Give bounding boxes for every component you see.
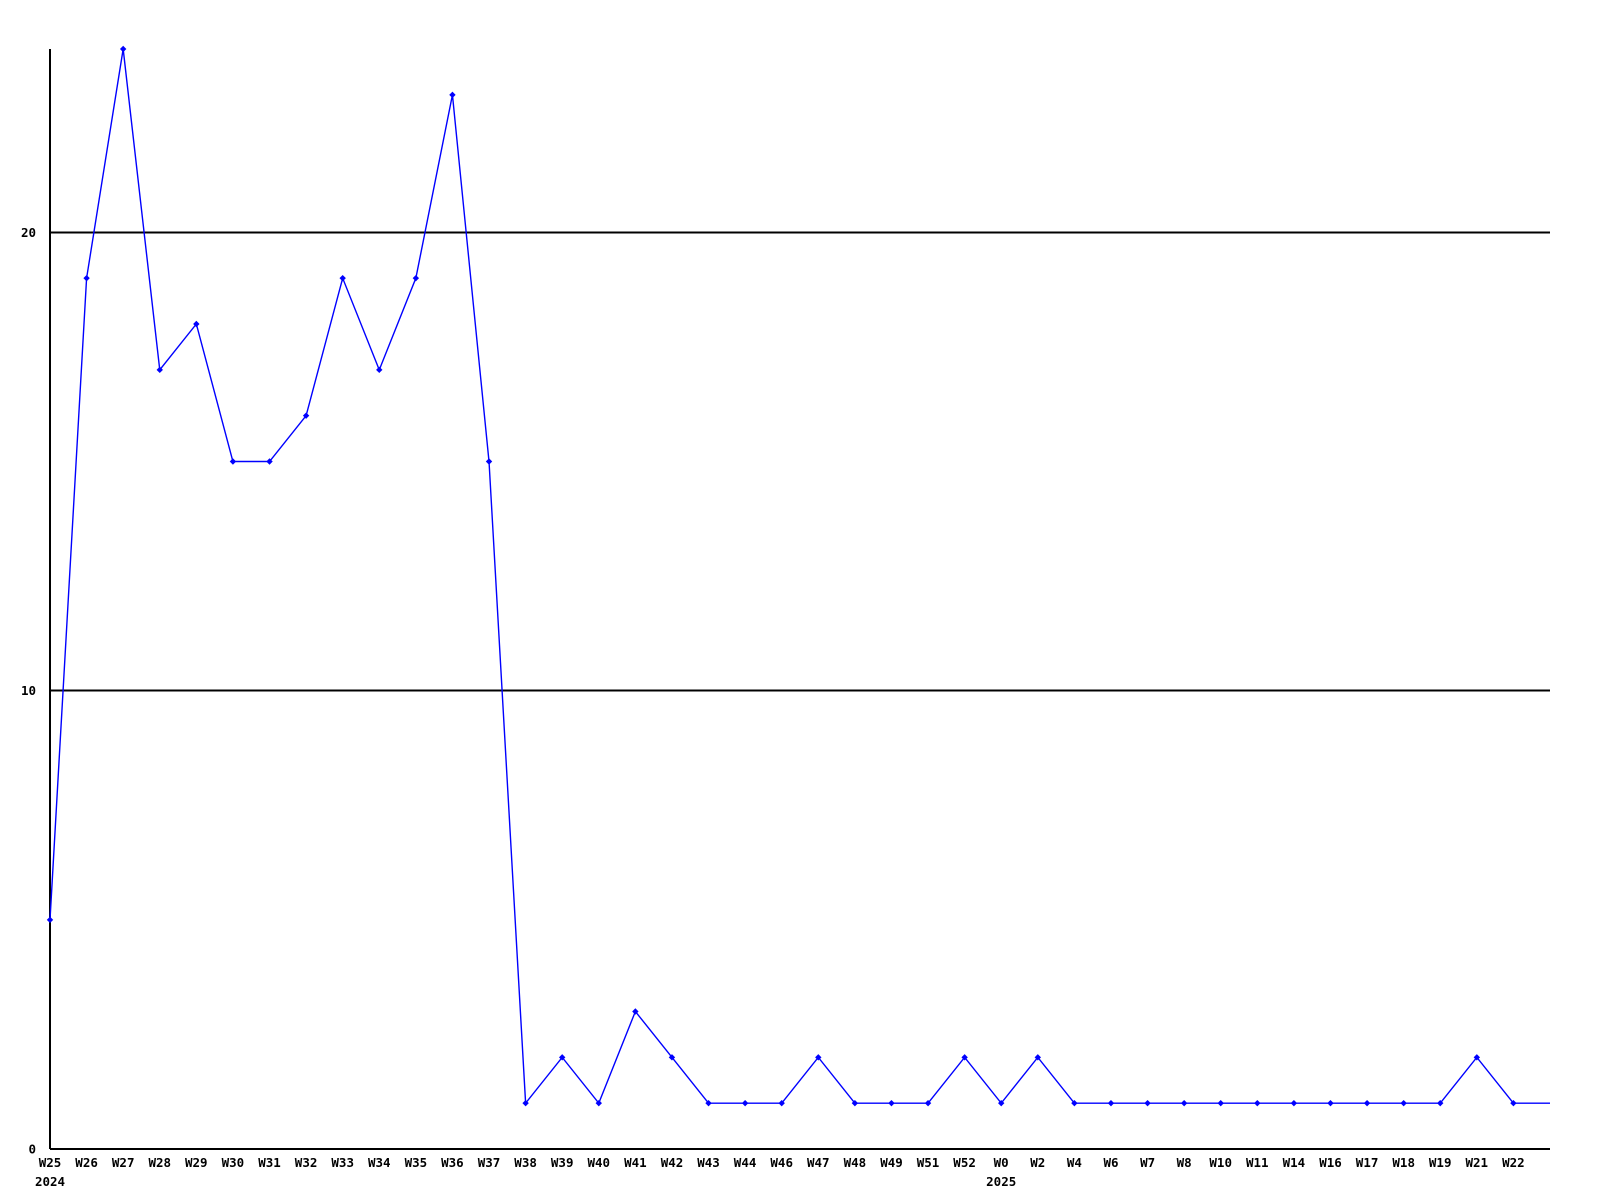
x-axis-tick-label: W34 [368, 1155, 391, 1170]
data-point [632, 1008, 639, 1015]
x-axis-tick-label: W40 [588, 1155, 611, 1170]
data-point [961, 1054, 968, 1061]
data-point [888, 1099, 895, 1107]
x-axis-tick-label: W25 [39, 1155, 62, 1170]
data-point [1400, 1099, 1407, 1107]
x-axis-tick-label: W7 [1140, 1155, 1155, 1170]
data-point [266, 458, 273, 465]
year-label: 2025 [986, 1174, 1016, 1189]
data-point [924, 1099, 932, 1107]
data-point [1144, 1099, 1151, 1107]
data-point [815, 1054, 822, 1061]
x-axis-tick-label: W47 [807, 1155, 830, 1170]
x-axis-tick-label: W52 [953, 1155, 976, 1170]
data-line [49, 48, 1550, 1106]
data-point [778, 1099, 785, 1107]
data-point [449, 91, 456, 99]
x-axis-tick-label: W2 [1030, 1155, 1045, 1170]
x-axis-tick-label: W26 [75, 1155, 98, 1170]
data-point [1363, 1099, 1371, 1107]
data-point [229, 458, 237, 465]
y-axis-tick-label: 0 [28, 1142, 36, 1157]
data-point [1107, 1099, 1115, 1107]
x-axis-tick-label: W21 [1466, 1155, 1489, 1170]
x-axis-tick-label: W43 [697, 1155, 720, 1170]
data-point [376, 366, 383, 374]
data-point [1290, 1099, 1298, 1107]
x-axis-tick-label: W46 [770, 1155, 793, 1170]
x-axis-tick-label: W39 [551, 1155, 574, 1170]
x-axis-tick-label: W32 [295, 1155, 318, 1170]
year-label: 2024 [35, 1174, 65, 1189]
data-point [851, 1099, 859, 1107]
x-axis-tick-label: W22 [1502, 1155, 1525, 1170]
y-axis-tick-label: 10 [21, 683, 36, 698]
x-axis-tick-label: W29 [185, 1155, 208, 1170]
x-axis-tick-label: W17 [1356, 1155, 1379, 1170]
data-point [1327, 1099, 1334, 1107]
x-axis-tick-label: W42 [661, 1155, 684, 1170]
data-point [998, 1099, 1005, 1107]
data-point [83, 274, 90, 282]
x-axis-tick-label: W10 [1209, 1155, 1232, 1170]
data-point [412, 274, 420, 282]
x-axis-tick-label: W51 [917, 1155, 940, 1170]
data-point [1071, 1099, 1078, 1107]
x-axis-tick-label: W16 [1319, 1155, 1342, 1170]
data-point [1437, 1099, 1444, 1107]
data-point [705, 1099, 712, 1107]
x-axis-tick-label: W44 [734, 1155, 757, 1170]
data-point [1180, 1099, 1188, 1107]
data-point [741, 1099, 749, 1107]
data-point [1510, 1099, 1517, 1107]
data-point [302, 412, 310, 419]
x-axis-tick-label: W36 [441, 1155, 464, 1170]
data-point [1473, 1054, 1481, 1061]
x-axis-tick-label: W37 [478, 1155, 501, 1170]
data-point [1034, 1054, 1042, 1061]
data-point [1217, 1099, 1224, 1107]
x-axis-tick-label: W28 [149, 1155, 172, 1170]
x-axis-tick-label: W11 [1246, 1155, 1269, 1170]
data-point [1254, 1099, 1261, 1107]
data-point [668, 1054, 676, 1061]
x-axis-tick-label: W14 [1283, 1155, 1306, 1170]
x-axis-tick-label: W48 [844, 1155, 867, 1170]
x-axis-tick-label: W30 [222, 1155, 245, 1170]
data-point [193, 320, 200, 328]
x-axis-tick-label: W6 [1103, 1155, 1118, 1170]
data-point [119, 45, 127, 53]
x-axis-tick-label: W27 [112, 1155, 135, 1170]
data-point [522, 1099, 529, 1107]
x-axis-tick-label: W38 [514, 1155, 537, 1170]
data-point [558, 1054, 566, 1061]
x-axis-tick-label: W8 [1177, 1155, 1192, 1170]
data-point [46, 916, 54, 924]
x-axis-tick-label: W31 [258, 1155, 281, 1170]
x-axis-tick-label: W35 [405, 1155, 428, 1170]
x-axis-tick-label: W18 [1392, 1155, 1415, 1170]
x-axis-tick-label: W41 [624, 1155, 647, 1170]
x-axis-tick-label: W33 [331, 1155, 354, 1170]
x-axis-tick-label: W19 [1429, 1155, 1452, 1170]
data-point [485, 458, 493, 465]
x-axis-tick-label: W4 [1067, 1155, 1082, 1170]
data-point [595, 1099, 602, 1107]
data-point [339, 274, 346, 282]
x-axis-tick-label: W49 [880, 1155, 903, 1170]
data-point [156, 366, 163, 374]
x-axis-tick-label: W0 [994, 1155, 1009, 1170]
y-axis-tick-label: 20 [21, 225, 36, 240]
